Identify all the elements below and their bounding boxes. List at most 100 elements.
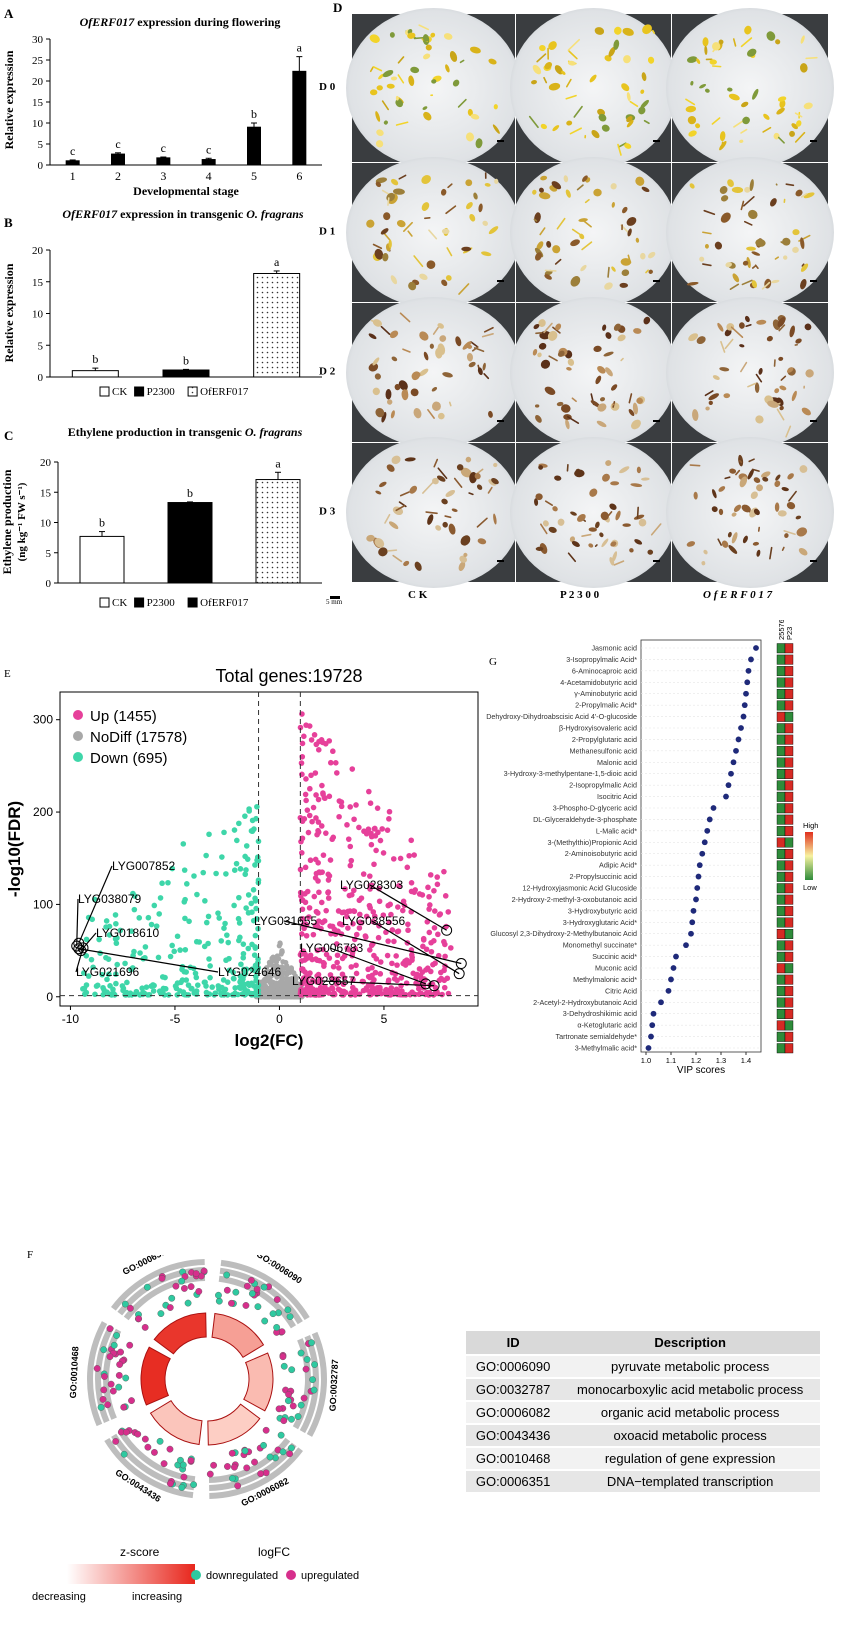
vip-point	[694, 885, 701, 891]
petal-photo	[510, 8, 677, 168]
legend-swatch	[134, 386, 145, 397]
heatmap-cell	[776, 929, 786, 939]
scale-bar	[330, 596, 340, 599]
y-tick-label: 0	[46, 990, 53, 1004]
day-row-label: D 0	[319, 81, 336, 93]
metabolite-label: γ-Aminobutyric acid	[574, 689, 637, 698]
heatmap-cell	[784, 780, 794, 791]
heatmap-cell	[784, 883, 794, 894]
zscore-segment	[149, 1400, 203, 1446]
y-axis-label: Ethylene production	[0, 469, 14, 574]
treatment-column-label: O f E R F 0 1 7	[703, 589, 773, 601]
treatment-column-label: P 2 3 0 0	[560, 589, 600, 601]
vip-point	[745, 667, 752, 674]
bar	[255, 479, 301, 584]
metabolite-label: 12-Hydroxyjasmonic Acid Glucoside	[522, 884, 637, 893]
significance-letter: b	[183, 353, 189, 367]
x-axis-label: log2(FC)	[235, 1031, 304, 1050]
go-term-label: GO:0032787	[328, 1359, 341, 1411]
vip-point	[699, 850, 706, 857]
heatmap-cell	[784, 894, 794, 905]
vip-point	[673, 953, 679, 960]
go-id: GO:0010468	[466, 1447, 561, 1471]
metabolite-label: 6-Aminocaproic acid	[572, 666, 637, 675]
legend-swatch	[99, 386, 110, 397]
x-tick-label: -5	[170, 1012, 181, 1026]
heatmap-cell	[776, 677, 786, 688]
heatmap-cell	[776, 746, 786, 757]
volcano-plot: Total genes:19728-10 -5 0 50100200300log2(F…	[5, 666, 479, 1050]
heatmap-cell	[784, 997, 794, 1008]
heatmap-cell	[784, 734, 794, 745]
gene-label: LYG028303	[340, 878, 403, 892]
vip-point	[733, 747, 739, 754]
heatmap-cell	[776, 917, 786, 928]
heatmap-cell	[776, 734, 786, 745]
heatmap-cell	[784, 860, 794, 871]
logfc-points	[206, 1426, 295, 1490]
heatmap-cell	[776, 997, 786, 1008]
chart-a: OfERF017 expression during flowering 0 5 10…	[2, 15, 322, 198]
x-tick-label: 1.1	[666, 1056, 676, 1065]
significance-letter: b	[92, 352, 98, 366]
vip-point	[665, 987, 672, 994]
vip-point	[689, 919, 696, 926]
go-description: DNA−templated transcription	[560, 1470, 820, 1494]
legend-up-dot	[286, 1570, 296, 1580]
metabolite-label: 3-(Methylthio)Propionic Acid	[548, 838, 637, 847]
heatmap-cell	[776, 757, 786, 768]
y-tick-label: 5	[38, 139, 44, 151]
heatmap-cell	[776, 643, 786, 654]
go-id: GO:0043436	[466, 1424, 561, 1448]
y-tick-label: 0	[38, 372, 44, 384]
heatmap-cell	[784, 1031, 794, 1042]
heatmap-cell	[784, 791, 794, 802]
table-row: GO:0010468 regulation of gene expression	[466, 1447, 820, 1471]
heatmap-cell	[784, 654, 794, 665]
vip-point	[738, 725, 744, 731]
bar	[79, 535, 125, 584]
heatmap-cell	[776, 906, 786, 917]
table-row: GO:0006082 organic acid metabolic process	[466, 1401, 820, 1425]
y-tick-label: 300	[33, 713, 53, 727]
logfc-legend-title: logFC	[258, 1545, 290, 1559]
heatmap-cell	[776, 1009, 786, 1019]
legend-label: P2300	[147, 386, 176, 398]
heatmap-cell	[784, 757, 794, 768]
gene-label: LYG021696	[76, 965, 139, 979]
chart-c: Ethylene production in transgenic O. fra…	[0, 425, 322, 609]
y-axis-unit: (ng kg⁻¹ FW s⁻¹)	[16, 482, 28, 561]
vip-point	[695, 873, 702, 880]
go-table-header-id: ID	[466, 1331, 561, 1356]
vip-point	[670, 965, 677, 971]
heatmap-cell	[784, 940, 794, 951]
logfc-points	[93, 1325, 135, 1411]
petal-photo	[666, 157, 834, 308]
heatmap-cell	[776, 711, 786, 722]
y-tick-label: 20	[32, 245, 44, 257]
petal-photo	[510, 157, 677, 308]
petal-photo	[666, 8, 834, 168]
metabolite-label: Citric Acid	[605, 986, 637, 995]
vip-point	[696, 862, 703, 869]
highlighted-gene-point	[455, 958, 467, 970]
vip-point	[688, 930, 694, 937]
legend-label: CK	[112, 386, 127, 398]
heatmap-cell	[784, 837, 794, 848]
legend-swatch	[99, 597, 110, 608]
table-row: GO:0032787 monocarboxylic acid metabolic …	[466, 1378, 820, 1402]
zscore-segment	[211, 1312, 265, 1358]
day-row-label: D 3	[319, 506, 336, 518]
go-id: GO:0006351	[466, 1470, 561, 1494]
heatmap-cell	[776, 849, 786, 859]
petal-photo	[346, 297, 521, 448]
highlighted-gene-point	[441, 924, 453, 936]
gene-label: LYG031655	[254, 914, 317, 928]
significance-letter: c	[206, 142, 211, 156]
zscore-segment	[140, 1346, 171, 1406]
vip-point	[645, 1045, 652, 1051]
y-tick-label: 10	[40, 518, 52, 530]
vip-point	[649, 1022, 656, 1029]
chart-a-title: OfERF017 expression during flowering	[80, 15, 281, 29]
heatmap-cell	[776, 700, 786, 711]
